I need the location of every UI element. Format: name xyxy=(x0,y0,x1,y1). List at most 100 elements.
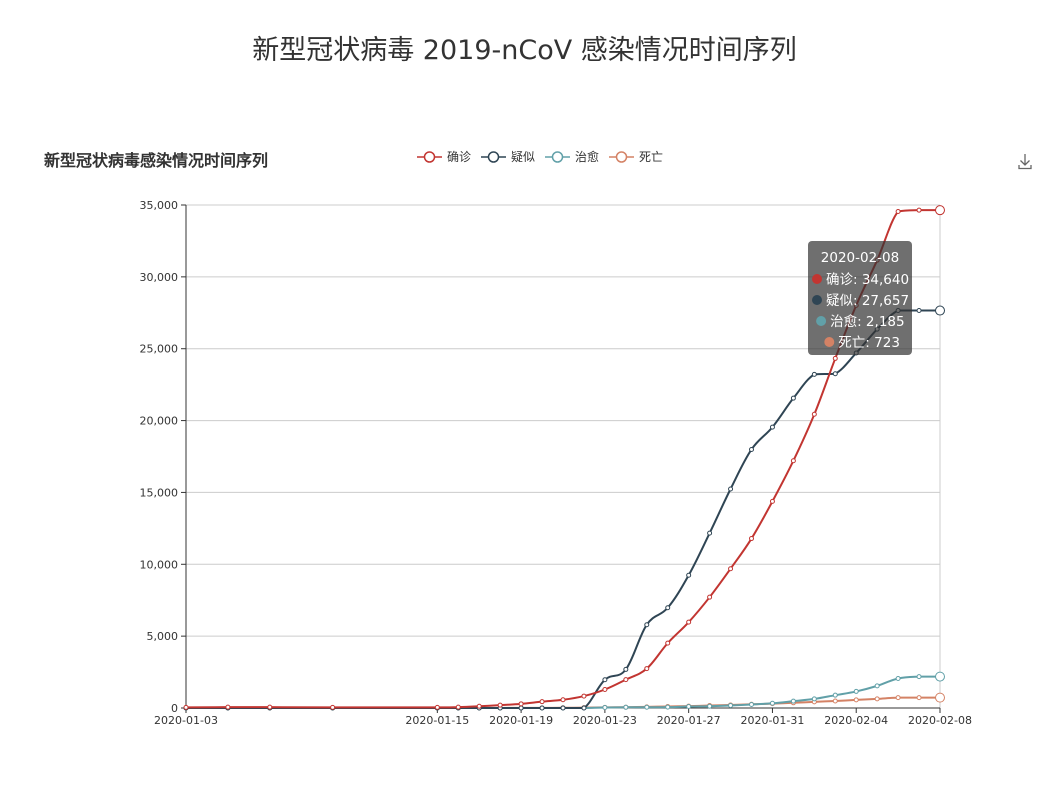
data-point[interactable] xyxy=(728,703,734,709)
chart-title: 新型冠状病毒感染情况时间序列 xyxy=(44,151,268,170)
tooltip-row: 确诊: 34,640 xyxy=(826,272,909,288)
data-point[interactable] xyxy=(434,704,440,710)
data-point[interactable] xyxy=(895,676,901,682)
data-point[interactable] xyxy=(895,209,901,215)
data-point[interactable] xyxy=(225,704,231,710)
data-point[interactable] xyxy=(769,498,775,504)
legend[interactable]: 确诊 疑似 治愈 死亡 xyxy=(417,149,663,164)
legend-marker xyxy=(487,151,500,163)
data-point[interactable] xyxy=(790,395,796,401)
data-point[interactable] xyxy=(874,696,880,702)
y-tick-label: 25,000 xyxy=(140,343,179,356)
data-point[interactable] xyxy=(811,696,817,702)
data-point[interactable] xyxy=(665,640,671,646)
data-point[interactable] xyxy=(644,666,650,672)
x-tick-label: 2020-01-15 xyxy=(405,714,469,727)
data-point[interactable] xyxy=(644,704,650,710)
data-point[interactable] xyxy=(518,701,524,707)
legend-label: 死亡 xyxy=(639,150,663,164)
grid-lines xyxy=(186,204,941,708)
data-point[interactable] xyxy=(602,677,608,683)
data-point[interactable] xyxy=(832,692,838,698)
x-tick-label: 2020-01-03 xyxy=(154,714,218,727)
tooltip-row: 治愈: 2,185 xyxy=(830,314,905,330)
legend-item-3[interactable]: 死亡 xyxy=(609,150,663,164)
data-point[interactable] xyxy=(853,697,859,703)
data-point[interactable] xyxy=(686,572,692,578)
data-point[interactable] xyxy=(811,371,817,377)
tooltip-swatch xyxy=(812,295,822,305)
data-point[interactable] xyxy=(267,704,273,710)
data-point[interactable] xyxy=(728,566,734,572)
series-line xyxy=(185,309,940,710)
data-point[interactable] xyxy=(623,677,629,683)
tooltip-row: 死亡: 723 xyxy=(838,335,900,351)
data-point[interactable] xyxy=(665,605,671,611)
data-point[interactable] xyxy=(539,699,545,705)
data-point[interactable] xyxy=(602,704,608,710)
data-point[interactable] xyxy=(665,704,671,710)
data-point[interactable] xyxy=(183,704,189,710)
legend-item-2[interactable]: 治愈 xyxy=(545,149,599,164)
data-point[interactable] xyxy=(623,704,629,710)
data-point[interactable] xyxy=(935,205,945,216)
legend-item-1[interactable]: 疑似 xyxy=(481,149,535,164)
data-point[interactable] xyxy=(581,705,587,711)
data-point[interactable] xyxy=(518,705,524,711)
data-point[interactable] xyxy=(581,693,587,699)
data-point[interactable] xyxy=(707,594,713,600)
data-point[interactable] xyxy=(686,619,692,625)
data-point[interactable] xyxy=(790,458,796,464)
data-point[interactable] xyxy=(935,305,945,316)
data-point[interactable] xyxy=(749,536,754,542)
data-point[interactable] xyxy=(707,703,713,709)
data-point[interactable] xyxy=(749,446,754,452)
data-point[interactable] xyxy=(728,486,734,492)
data-point[interactable] xyxy=(832,371,838,377)
data-point[interactable] xyxy=(916,674,922,680)
x-tick-label: 2020-01-19 xyxy=(489,714,553,727)
data-point[interactable] xyxy=(644,622,650,628)
data-point[interactable] xyxy=(853,688,859,694)
data-point[interactable] xyxy=(497,702,503,708)
legend-label: 确诊 xyxy=(447,150,471,164)
tooltip: 2020-02-08 确诊: 34,640 疑似: 27,657 治愈: 2,185 死… xyxy=(808,241,912,355)
data-point[interactable] xyxy=(832,355,838,361)
series-2 xyxy=(183,671,945,711)
data-point[interactable] xyxy=(811,411,817,417)
data-point[interactable] xyxy=(707,530,713,536)
data-point[interactable] xyxy=(916,207,922,213)
legend-label: 疑似 xyxy=(511,149,535,164)
y-tick-label: 0 xyxy=(171,702,178,715)
data-point[interactable] xyxy=(895,695,901,701)
data-point[interactable] xyxy=(539,705,545,711)
data-point[interactable] xyxy=(935,692,945,703)
legend-item-0[interactable]: 确诊 xyxy=(417,150,471,164)
data-point[interactable] xyxy=(476,703,482,709)
data-point[interactable] xyxy=(330,704,336,710)
data-point[interactable] xyxy=(874,683,880,689)
data-point[interactable] xyxy=(455,704,461,710)
data-point[interactable] xyxy=(560,705,566,711)
data-point[interactable] xyxy=(790,698,796,704)
data-point[interactable] xyxy=(623,666,629,672)
data-point[interactable] xyxy=(935,671,945,682)
y-tick-label: 15,000 xyxy=(140,486,179,499)
series-line xyxy=(185,675,940,710)
data-point[interactable] xyxy=(769,700,775,706)
data-point[interactable] xyxy=(916,308,922,314)
x-tick-label: 2020-02-08 xyxy=(908,714,972,727)
series-1 xyxy=(183,305,945,711)
data-point[interactable] xyxy=(602,687,608,693)
data-point[interactable] xyxy=(749,702,754,708)
data-point[interactable] xyxy=(769,424,775,430)
data-point[interactable] xyxy=(686,704,692,710)
tooltip-box xyxy=(808,241,912,355)
data-point[interactable] xyxy=(916,695,922,701)
data-point[interactable] xyxy=(832,698,838,704)
legend-marker xyxy=(615,151,628,163)
data-point[interactable] xyxy=(560,697,566,703)
page-title: 新型冠状病毒 2019-nCoV 感染情况时间序列 xyxy=(252,35,797,66)
download-icon[interactable] xyxy=(1018,154,1032,170)
x-tick-label: 2020-01-27 xyxy=(657,714,721,727)
